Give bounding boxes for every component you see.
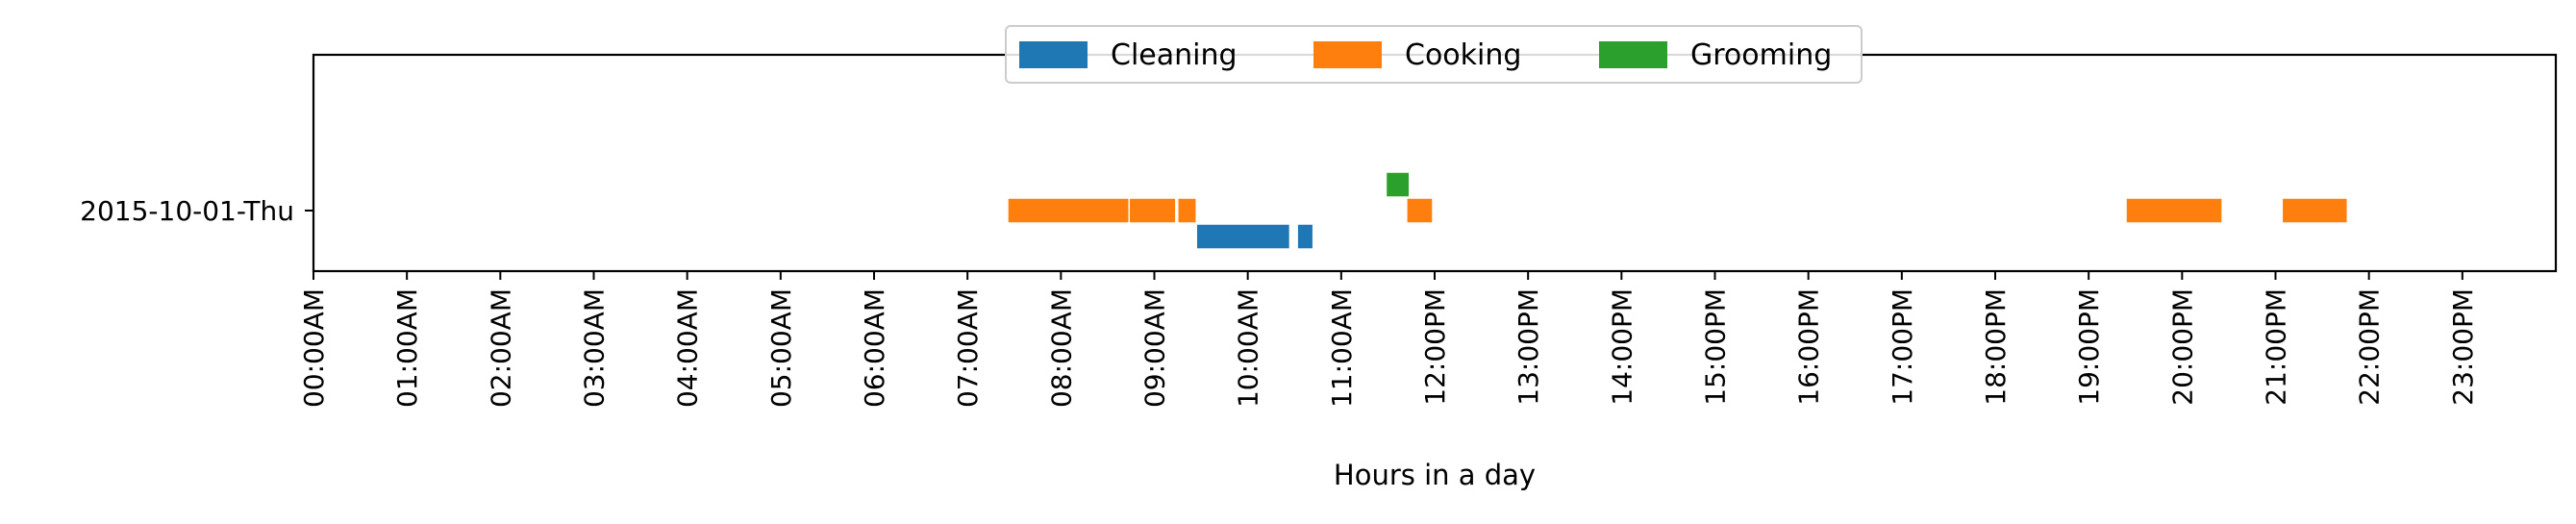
bar-cleaning-0 <box>1195 223 1291 250</box>
x-tick-label: 16:00PM <box>1793 288 1825 406</box>
legend-swatch-grooming <box>1599 41 1667 68</box>
x-axis-label: Hours in a day <box>1334 459 1536 491</box>
x-tick-label: 14:00PM <box>1606 288 1638 406</box>
bar-cooking-0 <box>1007 197 1131 224</box>
bar-cooking-2 <box>1177 197 1197 224</box>
legend: Cleaning Cooking Grooming <box>1005 25 1863 84</box>
x-tick-label: 10:00AM <box>1233 288 1264 408</box>
x-tick-label: 04:00AM <box>672 288 704 408</box>
x-tick-label: 01:00AM <box>391 288 423 408</box>
x-tick-label: 00:00AM <box>298 288 330 408</box>
legend-label-cleaning: Cleaning <box>1111 38 1238 72</box>
bar-cleaning-1 <box>1296 223 1314 250</box>
x-tick-label: 08:00AM <box>1045 288 1077 408</box>
x-tick-label: 19:00PM <box>2073 288 2105 406</box>
plot-area-frame <box>312 53 2558 273</box>
bar-cooking-3 <box>1406 197 1434 224</box>
x-tick-label: 09:00AM <box>1139 288 1171 408</box>
bar-cooking-4 <box>2125 197 2223 224</box>
y-tick-label: 2015-10-01-Thu <box>80 195 294 227</box>
bars-layer <box>1007 171 2349 250</box>
x-tick-label: 15:00PM <box>1700 288 1732 406</box>
x-tick-label: 11:00AM <box>1326 288 1358 408</box>
y-axis: 2015-10-01-Thu <box>80 195 313 227</box>
x-tick-label: 18:00PM <box>1980 288 2012 406</box>
bar-cooking-5 <box>2281 197 2349 224</box>
legend-label-grooming: Grooming <box>1690 38 1832 72</box>
x-tick-label: 03:00AM <box>579 288 611 408</box>
x-tick-label: 07:00AM <box>952 288 984 408</box>
bar-grooming-0 <box>1385 171 1411 198</box>
x-axis: 00:00AM 01:00AM 02:00AM 03:00AM 04:00AM 05:00… <box>298 271 2479 408</box>
x-tick-label: 06:00AM <box>859 288 890 408</box>
legend-box <box>1005 25 1863 84</box>
bar-cooking-1 <box>1128 197 1177 224</box>
x-tick-label: 23:00PM <box>2447 288 2479 406</box>
x-tick-label: 17:00PM <box>1887 288 1918 406</box>
x-tick-label: 20:00PM <box>2166 288 2198 406</box>
x-tick-label: 05:00AM <box>765 288 797 408</box>
x-tick-label: 02:00AM <box>485 288 516 408</box>
x-tick-label: 13:00PM <box>1513 288 1544 406</box>
legend-swatch-cooking <box>1313 41 1382 68</box>
x-tick-label: 21:00PM <box>2261 288 2292 406</box>
x-tick-label: 12:00PM <box>1419 288 1451 406</box>
legend-swatch-cleaning <box>1019 41 1088 68</box>
legend-label-cooking: Cooking <box>1405 38 1521 72</box>
x-tick-label: 22:00PM <box>2354 288 2386 406</box>
